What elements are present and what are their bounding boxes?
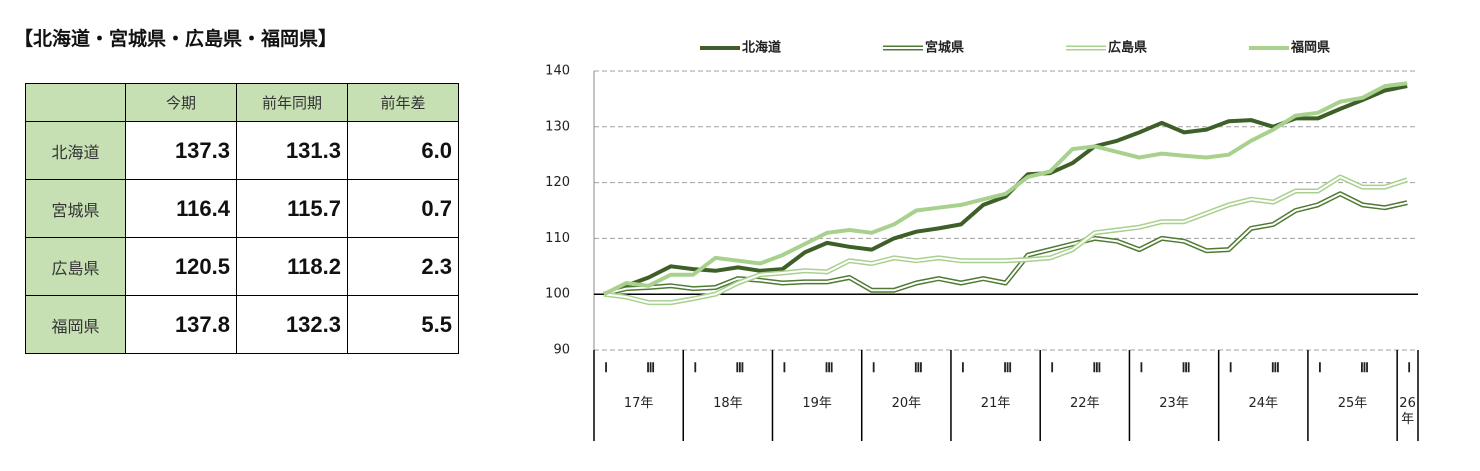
x-tick-label: Ⅲ <box>1003 360 1012 375</box>
table-row: 広島県 120.5 118.2 2.3 <box>25 237 459 296</box>
row-label: 北海道 <box>25 121 126 180</box>
row-label: 宮城県 <box>25 179 126 238</box>
x-tick-label: Ⅰ <box>604 360 608 375</box>
x-tick-label: Ⅰ <box>783 360 787 375</box>
y-tick-label: 90 <box>553 343 570 358</box>
value-cell: 132.3 <box>236 295 348 354</box>
x-tick-label: Ⅰ <box>1318 360 1322 375</box>
value-cell: 137.3 <box>125 121 237 180</box>
x-group-label: 18年 <box>713 396 743 411</box>
y-tick-label: 120 <box>545 175 570 190</box>
x-group-label: 22年 <box>1070 396 1100 411</box>
legend-label: 宮城県 <box>925 40 964 56</box>
x-group-label: 21年 <box>980 396 1011 411</box>
x-tick-label: Ⅰ <box>1050 360 1054 375</box>
x-tick-label: Ⅲ <box>735 360 744 375</box>
table-row: 宮城県 116.4 115.7 0.7 <box>25 179 459 238</box>
line-highlight <box>603 176 1408 304</box>
x-tick-label: Ⅲ <box>1360 360 1369 375</box>
legend-label: 福岡県 <box>1290 40 1330 56</box>
value-cell: 0.7 <box>347 179 459 238</box>
x-tick-label: Ⅲ <box>1182 360 1191 375</box>
x-tick-label: Ⅲ <box>825 360 834 375</box>
x-group-label: 25年 <box>1337 396 1368 411</box>
x-group-label: 17年 <box>623 396 654 411</box>
row-label: 広島県 <box>25 237 126 296</box>
line-highlight <box>603 192 1408 296</box>
value-cell: 131.3 <box>236 121 348 180</box>
legend-label: 北海道 <box>742 40 781 56</box>
summary-table: 今期 前年同期 前年差 北海道 137.3 131.3 6.0 宮城県 116.4 115.7 0.… <box>25 83 459 354</box>
x-group-label: 19年 <box>802 396 832 411</box>
x-group-label: 20年 <box>891 396 922 411</box>
x-tick-label: Ⅰ <box>872 360 876 375</box>
legend-label: 広島県 <box>1108 40 1147 56</box>
x-tick-label: Ⅰ <box>1407 360 1411 375</box>
y-tick-label: 100 <box>545 287 570 302</box>
y-tick-label: 110 <box>545 231 570 246</box>
table-body: 今期 前年同期 前年差 北海道 137.3 131.3 6.0 宮城県 116.4 115.7 0.… <box>25 83 459 354</box>
x-tick-label: Ⅲ <box>1092 360 1101 375</box>
x-tick-label: Ⅲ <box>1271 360 1280 375</box>
value-cell: 120.5 <box>125 237 237 296</box>
value-cell: 118.2 <box>236 237 348 296</box>
x-tick-label: Ⅰ <box>693 360 697 375</box>
x-tick-label: Ⅰ <box>961 360 965 375</box>
line-series <box>603 84 1408 297</box>
table-row: 北海道 137.3 131.3 6.0 <box>25 121 459 180</box>
x-tick-label: Ⅲ <box>914 360 923 375</box>
table-row: 福岡県 137.8 132.3 5.5 <box>25 295 459 354</box>
line-series <box>603 191 1408 297</box>
header-cell: 前年差 <box>347 83 459 122</box>
y-tick-label: 130 <box>545 119 570 134</box>
x-tick-label: Ⅲ <box>646 360 655 375</box>
line-series <box>603 81 1408 296</box>
y-tick-label: 140 <box>545 64 570 79</box>
value-cell: 5.5 <box>347 295 459 354</box>
page-title: 【北海道・宮城県・広島県・福岡県】 <box>14 28 338 50</box>
x-group-label: 24年 <box>1248 396 1279 411</box>
x-tick-label: Ⅰ <box>1229 360 1233 375</box>
header-row: 今期 前年同期 前年差 <box>25 83 459 122</box>
x-group-label: 26年 <box>1399 396 1416 427</box>
x-group-label: 23年 <box>1159 396 1189 411</box>
x-tick-label: Ⅰ <box>1140 360 1144 375</box>
